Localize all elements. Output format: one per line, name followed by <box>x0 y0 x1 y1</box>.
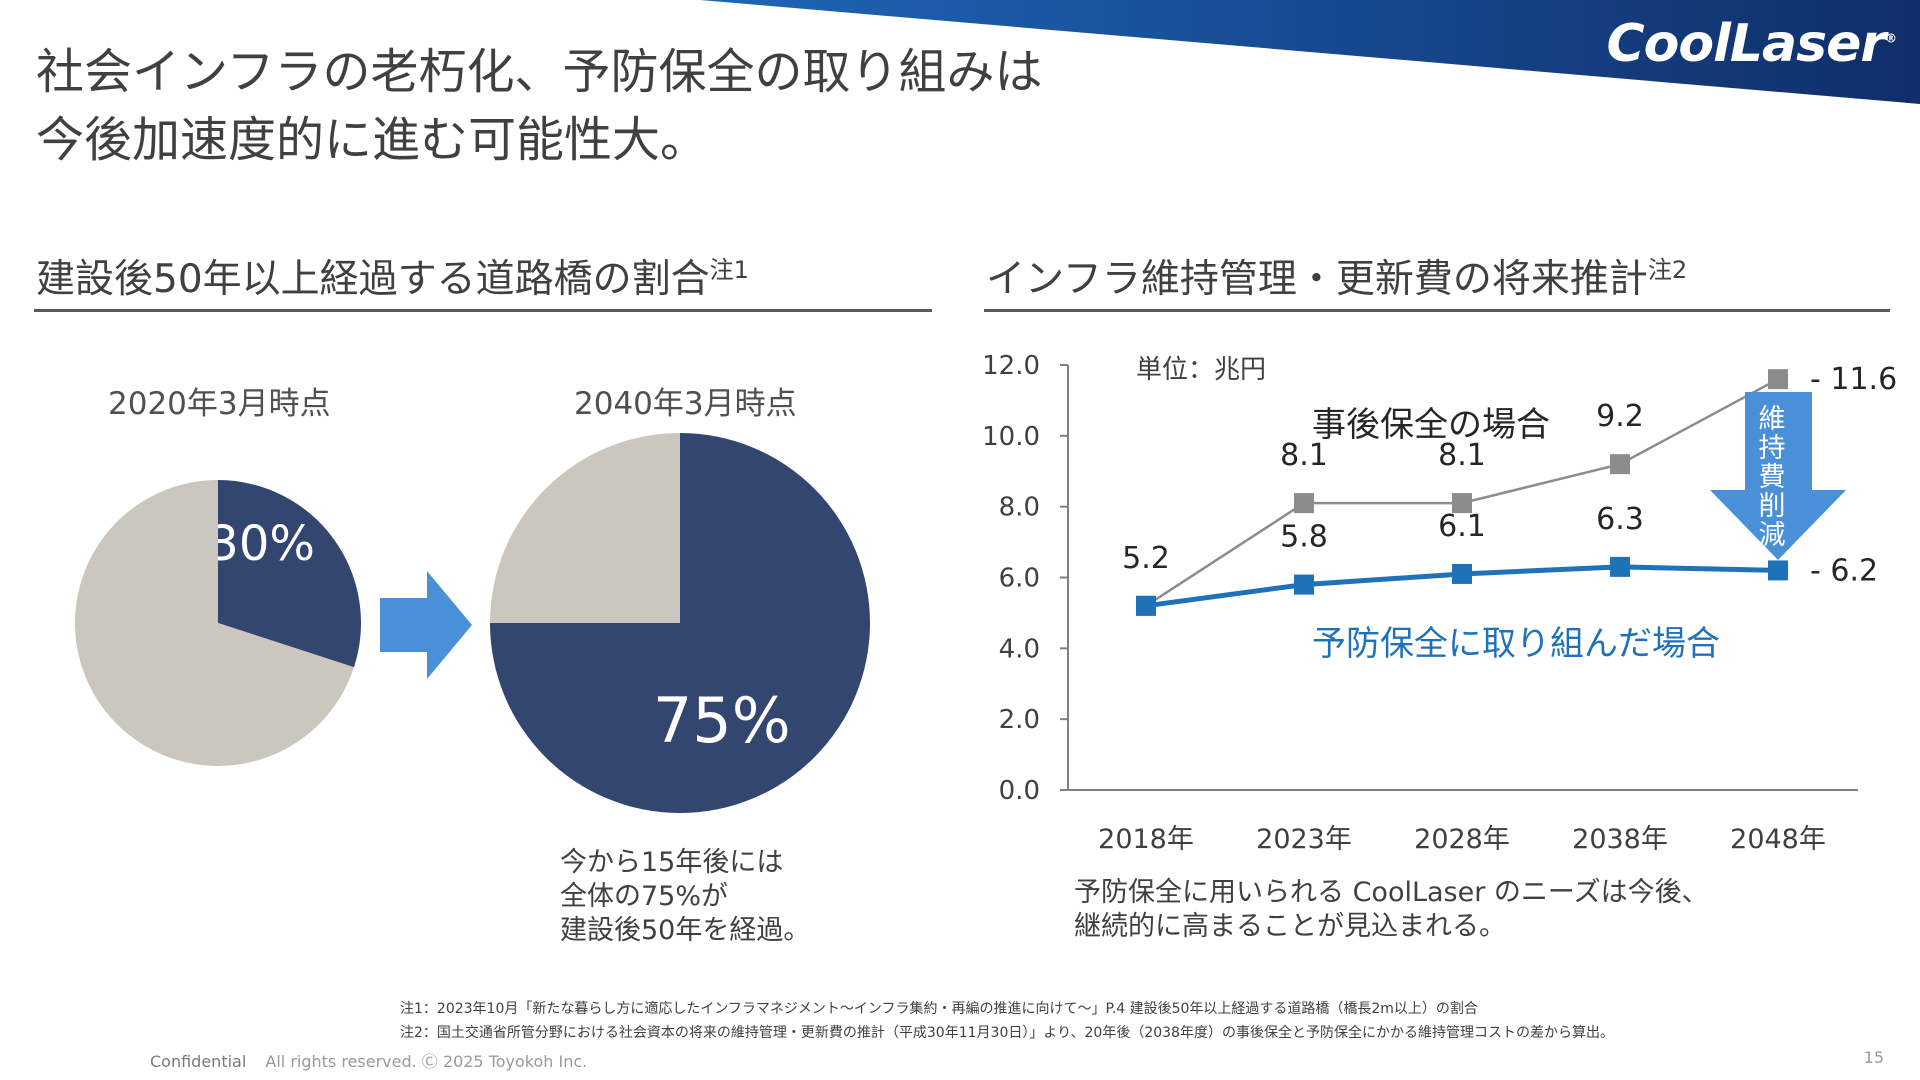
progress-arrow-icon <box>380 571 472 679</box>
series-1-point-2 <box>1452 563 1472 584</box>
series-1-data-label-1: 5.8 <box>1280 520 1328 555</box>
series-0-name: 事後保全の場合 <box>1312 405 1550 445</box>
series-1-point-3 <box>1610 556 1630 577</box>
series-0-data-label-0: 5.2 <box>1122 541 1170 576</box>
series-1-data-label-4: - 6.2 <box>1810 553 1878 588</box>
cost-reduction-annotation-char: 維 <box>1759 404 1786 435</box>
series-0-point-1 <box>1294 493 1314 514</box>
right-note-line-2: 継続的に高まることが見込まれる。 <box>1074 911 1506 942</box>
pie-2020-slice-0 <box>218 480 361 668</box>
series-1-data-label-3: 6.3 <box>1596 502 1644 537</box>
pie-2040-slice-label-0: 75% <box>653 684 791 757</box>
footer: Confidential All rights reserved. Ⓒ 2025… <box>150 1048 587 1072</box>
x-tick-label: 2048年 <box>1730 824 1826 855</box>
y-tick-label: 2.0 <box>999 705 1040 735</box>
coollaser-logo: CoolLaser® <box>1606 14 1897 74</box>
cost-reduction-annotation-char: 持 <box>1759 433 1786 464</box>
left-note: 今から15年後には 全体の75%が 建設後50年を経過。 <box>560 846 810 948</box>
y-tick-label: 4.0 <box>999 634 1040 664</box>
y-tick-label: 12.0 <box>982 351 1040 381</box>
left-section-rule <box>34 309 932 312</box>
footnote-2: 注2：国土交通省所管分野における社会資本の将来の維持管理・更新費の推計（平成30… <box>400 1025 1614 1041</box>
cost-reduction-arrow-icon <box>1710 392 1846 560</box>
y-tick-label: 0.0 <box>999 776 1040 806</box>
page-title: 社会インフラの老朽化、予防保全の取り組みは 今後加速度的に進む可能性大。 <box>36 38 1043 174</box>
series-1-point-1 <box>1294 574 1314 595</box>
title-line-1: 社会インフラの老朽化、予防保全の取り組みは <box>36 44 1043 100</box>
pie-2040-slice-1 <box>490 433 680 623</box>
x-tick-label: 2023年 <box>1256 824 1352 855</box>
pie-charts: 30% 75% <box>74 433 870 813</box>
left-note-line-1: 今から15年後には <box>560 847 784 878</box>
right-section-rule <box>984 309 1890 312</box>
series-1-point-4 <box>1768 560 1788 581</box>
series-1-name: 予防保全に取り組んだ場合 <box>1312 624 1720 664</box>
series-0-data-label-4: - 11.6 <box>1810 362 1897 397</box>
series-0-data-label-2: 8.1 <box>1438 438 1486 473</box>
confidential-label: Confidential <box>150 1052 247 1071</box>
title-line-2: 今後加速度的に進む可能性大。 <box>36 112 709 168</box>
series-0-data-label-3: 9.2 <box>1596 399 1644 434</box>
series-1-data-label-2: 6.1 <box>1438 509 1486 544</box>
x-tick-label: 2018年 <box>1098 824 1194 855</box>
pie-2020-title: 2020年3月時点 <box>108 386 331 422</box>
series-0-point-4 <box>1768 369 1788 390</box>
pie-2020-slice-label-0: 30% <box>208 516 315 572</box>
header-banner <box>700 0 1920 104</box>
left-note-line-3: 建設後50年を経過。 <box>560 915 811 946</box>
footnote-1: 注1：2023年10月「新たな暮らし方に適応したインフラマネジメント〜インフラ集… <box>400 1001 1478 1017</box>
unit-label: 単位：兆円 <box>1136 355 1266 385</box>
series-0-data-label-1: 8.1 <box>1280 438 1328 473</box>
pie-2040-title: 2040年3月時点 <box>574 386 797 422</box>
series-0-point-2 <box>1452 493 1472 514</box>
right-section-heading: インフラ維持管理・更新費の将来推計注2 <box>986 256 1688 302</box>
left-section-heading: 建設後50年以上経過する道路橋の割合注1 <box>36 256 749 302</box>
pie-2020-slice-1 <box>74 480 355 766</box>
y-tick-label: 6.0 <box>999 564 1040 594</box>
cost-reduction-annotation-char: 削 <box>1759 491 1786 522</box>
page-number: 15 <box>1863 1048 1884 1067</box>
cost-reduction-annotation-char: 費 <box>1759 462 1786 493</box>
cost-projection-line-chart: 0.0 2.0 4.0 6.0 8.0 10.0 12.0 2018年 2023年 2028年 20… <box>982 351 1897 855</box>
left-note-line-2: 全体の75%が <box>560 881 729 912</box>
right-note: 予防保全に用いられる CoolLaser のニーズは今後、 継続的に高まることが… <box>1074 876 1709 944</box>
x-tick-label: 2028年 <box>1414 824 1510 855</box>
series-0-point-3 <box>1610 454 1630 475</box>
x-tick-label: 2038年 <box>1572 824 1668 855</box>
y-tick-label: 10.0 <box>982 422 1040 452</box>
y-tick-label: 8.0 <box>999 493 1040 523</box>
cost-reduction-annotation-char: 減 <box>1759 520 1786 551</box>
series-1-point-0 <box>1136 595 1156 616</box>
right-note-line-1: 予防保全に用いられる CoolLaser のニーズは今後、 <box>1074 877 1709 908</box>
copyright-text: All rights reserved. Ⓒ 2025 Toyokoh Inc. <box>265 1052 588 1071</box>
